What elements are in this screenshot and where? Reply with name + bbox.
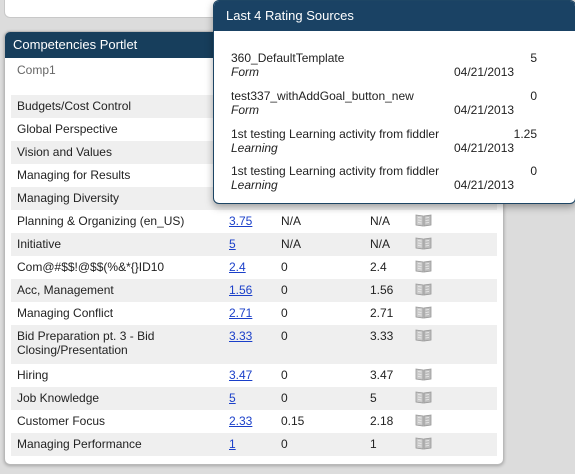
competency-name: Managing Diversity bbox=[17, 191, 120, 205]
final-score: N/A bbox=[370, 214, 391, 228]
final-score: 3.47 bbox=[370, 368, 394, 382]
table-row: Job Knowledge 5 0 5 bbox=[11, 387, 497, 410]
rating-link[interactable]: 3.33 bbox=[229, 329, 253, 343]
final-score: 1.56 bbox=[370, 283, 394, 297]
source-rating: 0 bbox=[530, 164, 537, 178]
final-score: 2.71 bbox=[370, 306, 394, 320]
source-date: 04/21/2013 bbox=[454, 65, 515, 79]
score-adjustment: N/A bbox=[281, 214, 302, 228]
rating-sources-popup: Last 4 Rating Sources 360_DefaultTemplat… bbox=[213, 0, 575, 204]
final-score: 1 bbox=[370, 437, 377, 451]
score-adjustment: 0 bbox=[281, 260, 288, 274]
source-type: Learning bbox=[231, 141, 278, 155]
rating-source-item: 1st testing Learning activity from fiddl… bbox=[231, 127, 561, 157]
source-date: 04/21/2013 bbox=[454, 103, 515, 117]
book-icon[interactable] bbox=[415, 259, 432, 273]
competency-name: Managing for Results bbox=[17, 168, 131, 182]
final-score: 2.4 bbox=[370, 260, 387, 274]
source-rating: 5 bbox=[530, 51, 537, 65]
competency-name: Managing Conflict bbox=[17, 306, 114, 320]
book-icon[interactable] bbox=[415, 305, 432, 319]
book-icon[interactable] bbox=[415, 367, 432, 381]
table-row: Planning & Organizing (en_US) 3.75 N/A N/A bbox=[11, 210, 497, 233]
score-adjustment: 0.15 bbox=[281, 414, 305, 428]
rating-link[interactable]: 3.75 bbox=[229, 214, 253, 228]
score-adjustment: 0 bbox=[281, 368, 288, 382]
rating-source-item: test337_withAddGoal_button_new 0 Form 04/21… bbox=[231, 89, 561, 119]
score-adjustment: 0 bbox=[281, 283, 288, 297]
source-name: 360_DefaultTemplate bbox=[231, 51, 345, 65]
source-type: Form bbox=[231, 103, 259, 117]
competency-name: Planning & Organizing (en_US) bbox=[17, 214, 185, 228]
competency-name: Com@#$$!@$$(%&*{}ID10 bbox=[17, 260, 165, 274]
source-rating: 0 bbox=[530, 89, 537, 103]
table-row: Managing Performance 1 0 1 bbox=[11, 433, 497, 456]
score-adjustment: N/A bbox=[281, 237, 302, 251]
competency-group-label[interactable]: Comp1 bbox=[17, 63, 56, 77]
table-row: Global Perspective bbox=[11, 118, 497, 141]
book-icon[interactable] bbox=[415, 390, 432, 404]
source-date: 04/21/2013 bbox=[454, 141, 515, 155]
book-icon[interactable] bbox=[415, 282, 432, 296]
table-row: Com@#$$!@$$(%&*{}ID10 2.4 0 2.4 bbox=[11, 256, 497, 279]
competencies-portlet: Competencies Portlet Comp1 Budgets/Cost … bbox=[4, 31, 504, 465]
competency-name: Vision and Values bbox=[17, 145, 112, 159]
final-score: N/A bbox=[370, 237, 391, 251]
final-score: 5 bbox=[370, 391, 377, 405]
competency-name: Bid Preparation pt. 3 - Bid Closing/Pres… bbox=[17, 329, 155, 357]
table-row: Customer Focus 2.33 0.15 2.18 bbox=[11, 410, 497, 433]
score-adjustment: 0 bbox=[281, 306, 288, 320]
source-name: test337_withAddGoal_button_new bbox=[231, 89, 414, 103]
table-row: Acc, Management 1.56 0 1.56 bbox=[11, 279, 497, 302]
competency-name: Initiative bbox=[17, 237, 62, 251]
popup-title: Last 4 Rating Sources bbox=[214, 1, 575, 31]
competency-name: Job Knowledge bbox=[17, 391, 100, 405]
source-type: Learning bbox=[231, 178, 278, 192]
book-icon[interactable] bbox=[415, 436, 432, 450]
competency-name: Global Perspective bbox=[17, 122, 118, 136]
table-row: Bid Preparation pt. 3 - Bid Closing/Pres… bbox=[11, 325, 497, 364]
rating-link[interactable]: 3.47 bbox=[229, 368, 253, 382]
source-name: 1st testing Learning activity from fiddl… bbox=[231, 164, 440, 178]
source-date: 04/21/2013 bbox=[454, 178, 515, 192]
rating-link[interactable]: 5 bbox=[229, 391, 236, 405]
book-icon[interactable] bbox=[415, 328, 432, 342]
score-adjustment: 0 bbox=[281, 437, 288, 451]
source-rating: 1.25 bbox=[513, 127, 537, 141]
source-name: 1st testing Learning activity from fiddl… bbox=[231, 127, 440, 141]
score-adjustment: 0 bbox=[281, 329, 288, 343]
competency-name: Budgets/Cost Control bbox=[17, 99, 132, 113]
rating-source-item: 360_DefaultTemplate 5 Form 04/21/2013 bbox=[231, 51, 561, 81]
final-score: 3.33 bbox=[370, 329, 394, 343]
rating-link[interactable]: 5 bbox=[229, 237, 236, 251]
rating-link[interactable]: 1.56 bbox=[229, 283, 253, 297]
competency-name: Managing Performance bbox=[17, 437, 142, 451]
rating-link[interactable]: 1 bbox=[229, 437, 236, 451]
rating-link[interactable]: 2.71 bbox=[229, 306, 253, 320]
table-row: Initiative 5 N/A N/A bbox=[11, 233, 497, 256]
book-icon[interactable] bbox=[415, 236, 432, 250]
book-icon[interactable] bbox=[415, 413, 432, 427]
final-score: 2.18 bbox=[370, 414, 394, 428]
source-type: Form bbox=[231, 65, 259, 79]
rating-link[interactable]: 2.4 bbox=[229, 260, 246, 274]
book-icon[interactable] bbox=[415, 213, 432, 227]
competency-name: Customer Focus bbox=[17, 414, 106, 428]
table-row: Managing for Results bbox=[11, 164, 497, 187]
score-adjustment: 0 bbox=[281, 391, 288, 405]
table-row: Managing Conflict 2.71 0 2.71 bbox=[11, 302, 497, 325]
table-row: Hiring 3.47 0 3.47 bbox=[11, 364, 497, 387]
rating-link[interactable]: 2.33 bbox=[229, 414, 253, 428]
rating-source-item: 1st testing Learning activity from fiddl… bbox=[231, 164, 561, 194]
competency-name: Hiring bbox=[17, 368, 49, 382]
competency-name: Acc, Management bbox=[17, 283, 114, 297]
